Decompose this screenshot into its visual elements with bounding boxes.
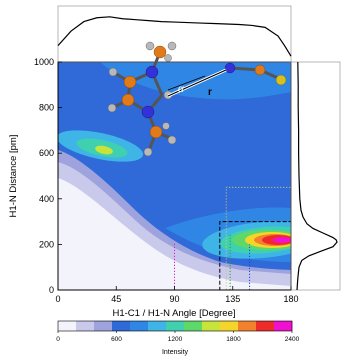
y-tick-label: 0 [49,285,54,295]
right-marginal-line [297,62,337,290]
colorbar-swatch [148,321,166,331]
contour [273,237,291,243]
colorbar-swatch [112,321,130,331]
y-tick-label: 600 [39,148,54,158]
x-tick-label: 45 [111,294,121,304]
annotation: r [208,87,212,98]
contour-plot [54,62,323,290]
sulfur [276,75,286,85]
colorbar-swatch [220,321,238,331]
top-panel-frame [58,6,291,62]
x-tick-label: 90 [169,294,179,304]
colorbar-swatch [58,321,76,331]
x-tick-label: 135 [225,294,240,304]
colorbar-swatch [238,321,256,331]
y-tick-label: 1000 [34,57,54,67]
top-marginal-line [58,17,291,56]
y-axis-title: H1-N Distance [pm] [8,135,19,218]
colorbar-swatch [202,321,220,331]
colorbar-tick-label: 600 [111,336,122,343]
colorbar-swatch [274,321,292,331]
y-tick-label: 400 [39,194,54,204]
colorbar-swatch [76,321,94,331]
y-tick-label: 200 [39,239,54,249]
colorbar-tick-label: 1800 [226,336,241,343]
x-tick-label: 180 [283,294,298,304]
x-axis-title: H1-C1 / H1-N Angle [Degree] [112,308,235,319]
colorbar-swatch [94,321,112,331]
figure: α r H1-C1 / H1-N Angle [Degree] H1-N Dis… [0,0,343,359]
x-tick-label: 0 [55,294,60,304]
y-tick-label: 800 [39,103,54,113]
colorbar-swatch [130,321,148,331]
annotation: α [178,84,184,95]
colorbar-swatch [256,321,274,331]
colorbar-title: Intensity [162,349,189,356]
colorbar-swatch [184,321,202,331]
colorbar-swatch [166,321,184,331]
colorbar-tick-label: 1200 [168,336,183,343]
colorbar-tick-label: 0 [56,336,60,343]
colorbar-tick-label: 2400 [285,336,300,343]
